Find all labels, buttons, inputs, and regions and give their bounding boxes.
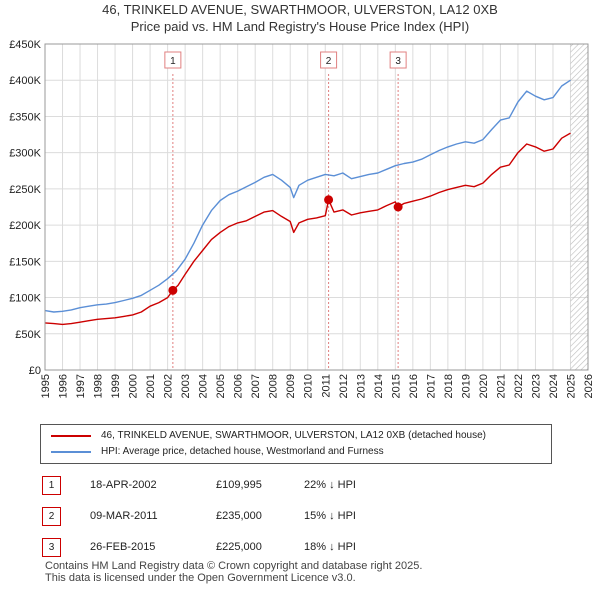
price-chart: 1 2 3 £0 £50K £100K £150K £200K £250K £300K £350K…	[9, 39, 595, 398]
transaction-row: 3 26-FEB-2015 £225,000 18% ↓ HPI	[42, 536, 562, 558]
x-tick-label: 2019	[460, 374, 472, 398]
legend: 46, TRINKELD AVENUE, SWARTHMOOR, ULVERST…	[40, 424, 552, 464]
x-tick-label: 2000	[128, 374, 140, 398]
event-label: 1	[170, 56, 176, 67]
x-tick-label: 2023	[530, 374, 542, 398]
transaction-price: £109,995	[216, 479, 262, 491]
event-label: 2	[326, 56, 332, 67]
transaction-date: 18-APR-2002	[90, 479, 157, 491]
x-tick-label: 2001	[145, 374, 157, 398]
x-tick-label: 2003	[180, 374, 192, 398]
event-lines: 1 2 3	[164, 51, 407, 370]
x-tick-label: 2002	[163, 374, 175, 398]
x-tick-label: 2016	[408, 374, 420, 398]
x-tick-label: 1999	[110, 374, 122, 398]
event-label-box	[164, 51, 182, 69]
legend-swatch-price	[51, 434, 91, 437]
legend-item-price: 46, TRINKELD AVENUE, SWARTHMOOR, ULVERST…	[51, 430, 486, 441]
y-tick-label: £300K	[9, 148, 41, 160]
transaction-hpi-diff: 18% ↓ HPI	[304, 541, 356, 553]
x-tick-label: 2006	[233, 374, 245, 398]
event-label-box	[320, 51, 338, 69]
x-tick-label: 1998	[93, 374, 105, 398]
x-tick-label: 2005	[215, 374, 227, 398]
y-tick-label: £200K	[9, 220, 41, 232]
transaction-row: 1 18-APR-2002 £109,995 22% ↓ HPI	[42, 474, 562, 496]
sale-marker	[393, 202, 403, 212]
series	[44, 79, 571, 326]
x-tick-label: 2026	[583, 374, 595, 398]
x-tick-label: 2014	[373, 374, 385, 398]
x-tick-label: 2022	[513, 374, 525, 398]
x-tick-label: 2024	[548, 374, 560, 398]
x-tick-label: 2017	[425, 374, 437, 398]
x-tick-label: 2025	[565, 374, 577, 398]
x-tick-label: 2011	[320, 374, 332, 398]
transaction-number-badge: 2	[42, 507, 61, 526]
y-tick-label: £150K	[9, 256, 41, 268]
forecast-hatch-area	[570, 44, 588, 370]
y-tick-label: £450K	[9, 39, 41, 51]
chart-subtitle: Price paid vs. HM Land Registry's House …	[130, 19, 470, 34]
x-tick-label: 2004	[198, 374, 210, 398]
x-tick-label: 2021	[495, 374, 507, 398]
y-tick-label: £400K	[9, 75, 41, 87]
transaction-price: £225,000	[216, 541, 262, 553]
plot-border	[44, 43, 589, 371]
forecast-hatch	[570, 44, 588, 370]
x-tick-label: 1995	[40, 374, 52, 398]
y-tick-label: £100K	[9, 293, 41, 305]
event-label-box	[389, 51, 407, 69]
x-tick-label: 2009	[285, 374, 297, 398]
x-tick-label: 1997	[75, 374, 87, 398]
legend-label-hpi: HPI: Average price, detached house, West…	[101, 446, 384, 457]
x-tick-label: 2018	[443, 374, 455, 398]
sale-marker	[324, 195, 334, 205]
x-tick-label: 2013	[355, 374, 367, 398]
x-tick-label: 2015	[390, 374, 402, 398]
transaction-row: 2 09-MAR-2011 £235,000 15% ↓ HPI	[42, 505, 562, 527]
legend-swatch-hpi	[51, 450, 91, 453]
legend-label-price: 46, TRINKELD AVENUE, SWARTHMOOR, ULVERST…	[101, 430, 486, 441]
x-tick-label: 1996	[58, 374, 70, 398]
transaction-price: £235,000	[216, 510, 262, 522]
sale-markers	[168, 195, 403, 295]
transaction-date: 09-MAR-2011	[90, 510, 158, 522]
transaction-number-badge: 3	[42, 538, 61, 557]
price-line	[44, 132, 571, 326]
footer-copyright: Contains HM Land Registry data © Crown c…	[45, 560, 423, 572]
chart-title-address: 46, TRINKELD AVENUE, SWARTHMOOR, ULVERST…	[102, 2, 498, 17]
x-tick-label: 2008	[268, 374, 280, 398]
x-tick-label: 2020	[478, 374, 490, 398]
axes: £0 £50K £100K £150K £200K £250K £300K £350K £400…	[9, 39, 595, 398]
transaction-hpi-diff: 15% ↓ HPI	[304, 510, 356, 522]
legend-item-hpi: HPI: Average price, detached house, West…	[51, 446, 384, 457]
transaction-number-badge: 1	[42, 476, 61, 495]
grid	[44, 43, 589, 371]
hpi-line	[44, 79, 571, 313]
y-tick-label: £50K	[15, 329, 41, 341]
x-tick-label: 2012	[338, 374, 350, 398]
y-tick-label: £0	[29, 365, 41, 377]
x-tick-label: 2010	[303, 374, 315, 398]
transaction-date: 26-FEB-2015	[90, 541, 156, 553]
footer-licence: This data is licensed under the Open Gov…	[45, 572, 356, 584]
transaction-hpi-diff: 22% ↓ HPI	[304, 479, 356, 491]
sale-marker	[168, 285, 178, 295]
x-tick-label: 2007	[250, 374, 262, 398]
y-tick-label: £250K	[9, 184, 41, 196]
y-tick-label: £350K	[9, 111, 41, 123]
event-label: 3	[395, 56, 401, 67]
